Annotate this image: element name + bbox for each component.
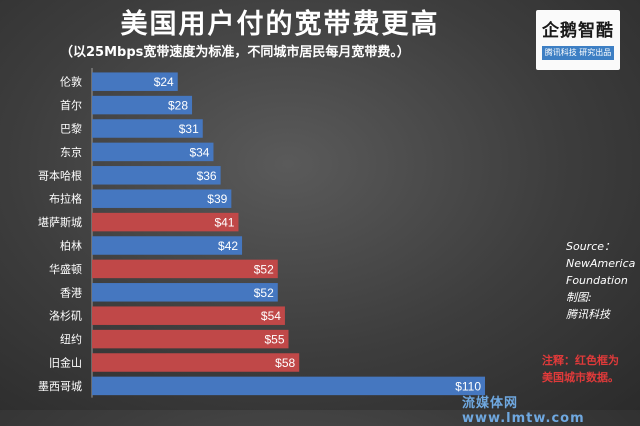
- category-label-0: 伦敦: [60, 75, 82, 89]
- category-label-8: 华盛顿: [49, 262, 82, 276]
- value-label-8: $52: [254, 262, 274, 276]
- category-label-11: 纽约: [60, 332, 82, 346]
- value-label-5: $39: [207, 192, 227, 206]
- watermark: 流媒体网www.lmtw.com: [462, 396, 585, 426]
- source-line-2: NewAmerica: [566, 257, 636, 270]
- source-line-1: Source：: [566, 240, 616, 253]
- bar-10: [92, 306, 285, 325]
- value-label-9: $52: [254, 286, 274, 300]
- annotation-note: 注释：红色框为 美国城市数据。: [542, 352, 619, 386]
- value-label-11: $55: [264, 333, 284, 347]
- category-label-3: 东京: [60, 145, 82, 159]
- logo: 企鹅智酷 腾讯科技 研究出品: [536, 10, 620, 70]
- value-label-2: $31: [179, 122, 199, 136]
- bar-3: [92, 142, 214, 162]
- category-label-12: 旧金山: [49, 356, 82, 370]
- category-label-9: 香港: [60, 286, 82, 299]
- bar-13: [92, 376, 485, 396]
- bar-12: [92, 353, 300, 372]
- source-line-3: Foundation: [566, 274, 628, 287]
- value-label-12: $58: [275, 356, 295, 370]
- category-label-5: 布拉格: [49, 192, 82, 206]
- value-label-0: $24: [154, 75, 174, 89]
- bar-9: [92, 283, 278, 302]
- note-line-1: 注释：红色框为: [542, 354, 619, 367]
- bar-2: [92, 119, 203, 138]
- logo-subtext: 腾讯科技 研究出品: [542, 46, 614, 60]
- chart-subtitle: （以25Mbps宽带速度为标准，不同城市居民每月宽带费。）: [60, 45, 410, 60]
- bar-5: [92, 189, 232, 208]
- value-label-10: $54: [261, 309, 281, 323]
- category-label-10: 洛杉矶: [49, 309, 82, 323]
- category-label-2: 巴黎: [60, 122, 82, 136]
- bar-chart: 伦敦 $24 首尔 $28 巴黎 $31 东京 $34 哥本哈根 $36 布拉格 $39 堪萨斯城 $41…: [38, 68, 485, 398]
- value-label-1: $28: [168, 99, 188, 113]
- note-line-2: 美国城市数据。: [542, 371, 619, 384]
- value-label-3: $34: [189, 145, 209, 159]
- bar-7: [92, 236, 243, 255]
- value-label-4: $36: [197, 169, 217, 183]
- chart-title: 美国用户付的宽带费更高: [120, 9, 440, 40]
- bar-1: [92, 95, 193, 115]
- source-line-5: 腾讯科技: [566, 308, 610, 321]
- bar-11: [92, 329, 289, 349]
- value-label-6: $41: [214, 216, 234, 230]
- value-label-7: $42: [218, 239, 238, 253]
- bar-8: [92, 259, 278, 279]
- category-label-4: 哥本哈根: [38, 168, 82, 182]
- category-label-1: 首尔: [60, 98, 82, 112]
- value-label-13: $110: [455, 379, 481, 393]
- category-label-7: 柏林: [60, 239, 82, 253]
- bar-4: [92, 166, 221, 185]
- category-label-13: 墨西哥城: [38, 380, 82, 393]
- category-label-6: 堪萨斯城: [38, 216, 82, 229]
- bar-6: [92, 212, 239, 232]
- logo-text: 企鹅智酷: [542, 21, 614, 41]
- bar-0: [92, 72, 178, 91]
- source-line-4: 制图:: [566, 291, 592, 304]
- source-note: Source： NewAmerica Foundation 制图: 腾讯科技: [566, 238, 635, 323]
